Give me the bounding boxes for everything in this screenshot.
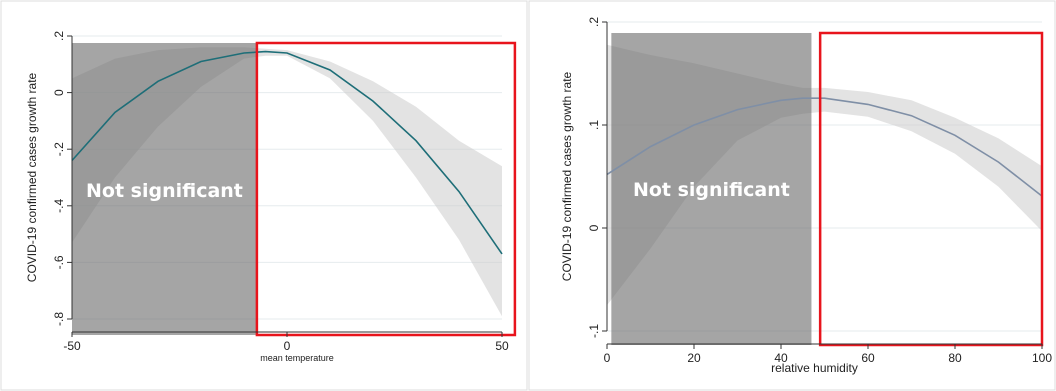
temperature-chart: Not significant -.8 -.6 -.4 -.2 0 .2 -50 0 50 mean… <box>0 0 528 391</box>
y-tick-label: -.2 <box>52 142 66 156</box>
x-axis-title: mean temperature <box>260 353 334 363</box>
y-tick-label: 0 <box>587 224 601 231</box>
temperature-chart-panel: Not significant -.8 -.6 -.4 -.2 0 .2 -50 0 50 mean… <box>0 0 528 391</box>
humidity-chart: Not significant-.10.1.20 20 40 60 80 100relat… <box>528 0 1056 391</box>
y-axis-title: COVID-19 confirmed cases growth rate <box>560 71 574 281</box>
y-tick-label: .2 <box>587 17 601 27</box>
x-tick-label: 80 <box>948 351 962 365</box>
not-significant-region <box>72 43 257 335</box>
y-tick-label: -.6 <box>52 255 66 269</box>
confidence-band <box>72 47 502 317</box>
x-tick-label: 60 <box>861 351 875 365</box>
not-significant-region <box>611 33 812 345</box>
fitted-line <box>71 50 503 255</box>
y-tick-label: .2 <box>52 31 66 41</box>
fitted-line <box>606 97 1043 197</box>
not-significant-label: Not significant <box>86 180 243 202</box>
x-tick-label: 100 <box>1032 351 1052 365</box>
not-significant-label: Not significant <box>633 179 790 201</box>
y-tick-label: -.4 <box>52 198 66 212</box>
x-tick-label: 0 <box>604 351 611 365</box>
x-tick-label: 40 <box>774 351 788 365</box>
x-tick-label: 0 <box>284 339 291 353</box>
highlight-box <box>255 41 517 337</box>
humidity-chart-panel: Not significant -.1 0.1.2 0 20 40 60 80 100 relat… <box>528 0 1056 391</box>
x-tick-label: 20 <box>687 351 701 365</box>
x-tick-label: -50 <box>63 339 81 353</box>
y-tick-label: -.8 <box>52 312 66 326</box>
y-tick-label: -.1 <box>587 324 601 338</box>
y-tick-label: 0 <box>52 89 66 96</box>
x-tick-label: 50 <box>495 339 509 353</box>
y-axis-title: COVID-19 confirmed cases growth rate <box>25 72 39 282</box>
highlight-box <box>818 31 1044 347</box>
y-tick-label: .1 <box>587 120 601 130</box>
x-axis-title: relative humidity <box>771 361 858 375</box>
